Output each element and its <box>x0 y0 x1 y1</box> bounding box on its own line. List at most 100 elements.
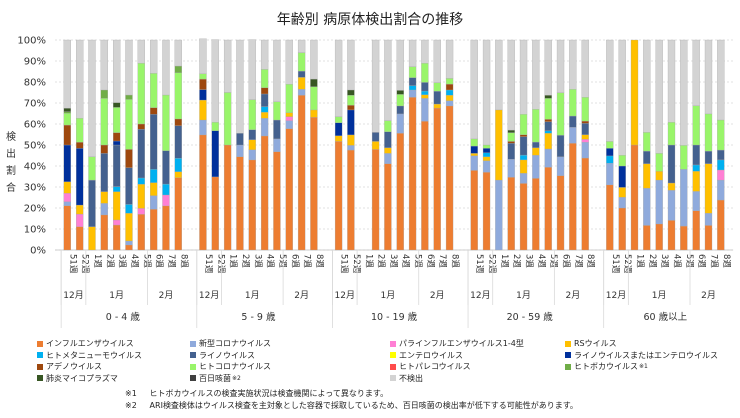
legend-item: ライノウイルスまたはエンテロウイルス <box>565 350 718 361</box>
bar-segment-2 <box>162 194 170 207</box>
bar-segment-7 <box>470 145 478 154</box>
bar-segment-0 <box>199 134 207 251</box>
legend-swatch <box>37 375 43 381</box>
bar-segment-9 <box>445 78 454 85</box>
legend-item: パラインフルエンザウイルス1-4型 <box>390 338 524 349</box>
bar-segment-0 <box>310 117 318 251</box>
bar-segment-1 <box>495 179 503 251</box>
month-label: 12月 <box>199 290 219 301</box>
bar-segment-3 <box>704 163 713 214</box>
legend-swatch <box>37 363 43 370</box>
bar-segment-14 <box>137 39 145 64</box>
bar-segment-0 <box>569 143 577 251</box>
bar-segment-1 <box>248 149 256 161</box>
bar-segment-4 <box>174 158 182 172</box>
bar-segment-14 <box>211 39 219 123</box>
bar-segment-14 <box>445 39 454 79</box>
bar-segment-0 <box>149 209 158 251</box>
legend-item: 肺炎マイコプラズマ <box>37 373 118 384</box>
bar-segment-14 <box>433 39 441 83</box>
bar-segment-3 <box>137 184 145 209</box>
bar-segment-0 <box>556 175 565 251</box>
month-label: 12月 <box>63 290 83 301</box>
bar-segment-0 <box>236 156 244 251</box>
bar-segment-3 <box>63 181 71 194</box>
x-week-label: 4週 <box>265 254 275 268</box>
bar-segment-0 <box>396 133 404 251</box>
bar-segment-1 <box>643 188 651 226</box>
bar-segment-0 <box>162 205 170 251</box>
bar-segment-1 <box>556 156 565 176</box>
bar-segment-12 <box>507 129 515 133</box>
x-week-label: 4週 <box>672 254 682 268</box>
x-week-label: 51週 <box>339 254 349 274</box>
bar-segment-1 <box>408 89 417 98</box>
bar-segment-8 <box>149 107 158 115</box>
bar-segment-14 <box>174 39 182 67</box>
x-week-label: 7週 <box>302 254 312 268</box>
x-week-label: 8週 <box>450 254 460 268</box>
bar-segment-9 <box>100 98 108 146</box>
y-tick-label: 10% <box>24 225 46 236</box>
bar-segment-14 <box>285 39 293 85</box>
x-week-label: 6週 <box>425 254 435 268</box>
x-week-label: 1週 <box>499 254 509 268</box>
legend-footnote-mark: ※2 <box>232 374 241 382</box>
bar-segment-7 <box>76 148 84 206</box>
bar-segment-0 <box>63 205 71 251</box>
bar-segment-0 <box>334 141 343 251</box>
bar-segment-2 <box>76 213 84 227</box>
legend-label: エンテロウイルス <box>399 350 463 360</box>
legend-label: 肺炎マイコプラズマ <box>46 373 118 383</box>
bar-segment-3 <box>248 139 256 150</box>
bar-segment-14 <box>100 39 108 91</box>
bar-segment-4 <box>544 130 552 134</box>
legend-label: パラインフルエンザウイルス1-4型 <box>399 339 524 348</box>
bar-segment-1 <box>297 89 306 96</box>
bar-segment-0 <box>297 95 306 251</box>
bar-segment-14 <box>692 39 700 106</box>
bar-segment-8 <box>445 83 454 91</box>
x-week-label: 1週 <box>363 254 373 268</box>
bar-segment-0 <box>445 105 454 251</box>
legend-label: ライノウイルス <box>199 350 255 360</box>
x-week-label: 52週 <box>487 254 497 274</box>
legend-swatch <box>565 363 571 370</box>
bar-segment-4 <box>137 177 145 185</box>
month-label: 1月 <box>516 290 531 301</box>
x-week-label: 8週 <box>178 254 188 268</box>
bar-segment-12 <box>347 89 355 96</box>
legend-item: アデノウイルス <box>37 361 102 372</box>
bar-segment-14 <box>396 39 404 91</box>
footnote-1: ※1 ヒトボカウイルスの検査実施状況は検査機関によって異なります。 <box>125 388 388 399</box>
bar-segment-8 <box>260 87 269 95</box>
bar-segment-12 <box>544 95 552 99</box>
bar-segment-14 <box>113 39 121 103</box>
bar-segment-14 <box>618 39 626 156</box>
bar-segment-5 <box>581 123 589 135</box>
age-group-label: 60 歳以上 <box>644 311 688 323</box>
bar-segment-5 <box>162 150 170 185</box>
bar-segment-0 <box>482 172 491 251</box>
x-week-label: 5週 <box>141 254 151 268</box>
y-axis-label-char: 検 <box>6 130 16 143</box>
bar-segment-5 <box>692 144 700 166</box>
bar-segment-3 <box>334 135 343 142</box>
bar-segment-0 <box>606 184 614 251</box>
bar-segment-14 <box>717 39 725 121</box>
bar-segment-9 <box>470 138 478 147</box>
bar-segment-8 <box>113 132 121 142</box>
bar-segment-9 <box>199 73 207 80</box>
x-week-label: 5週 <box>413 254 423 268</box>
bar-segment-5 <box>433 91 441 105</box>
bar-segment-4 <box>717 159 725 171</box>
bar-segment-1 <box>199 119 207 136</box>
bar-segment-4 <box>445 89 454 96</box>
legend-swatch <box>37 340 43 347</box>
legend-label: RSウイルス <box>574 339 617 348</box>
x-week-label: 51週 <box>67 254 77 274</box>
bar-segment-1 <box>125 240 133 246</box>
bar-segment-0 <box>347 149 355 251</box>
bar-segment-0 <box>285 128 293 251</box>
x-week-label: 8週 <box>314 254 324 268</box>
